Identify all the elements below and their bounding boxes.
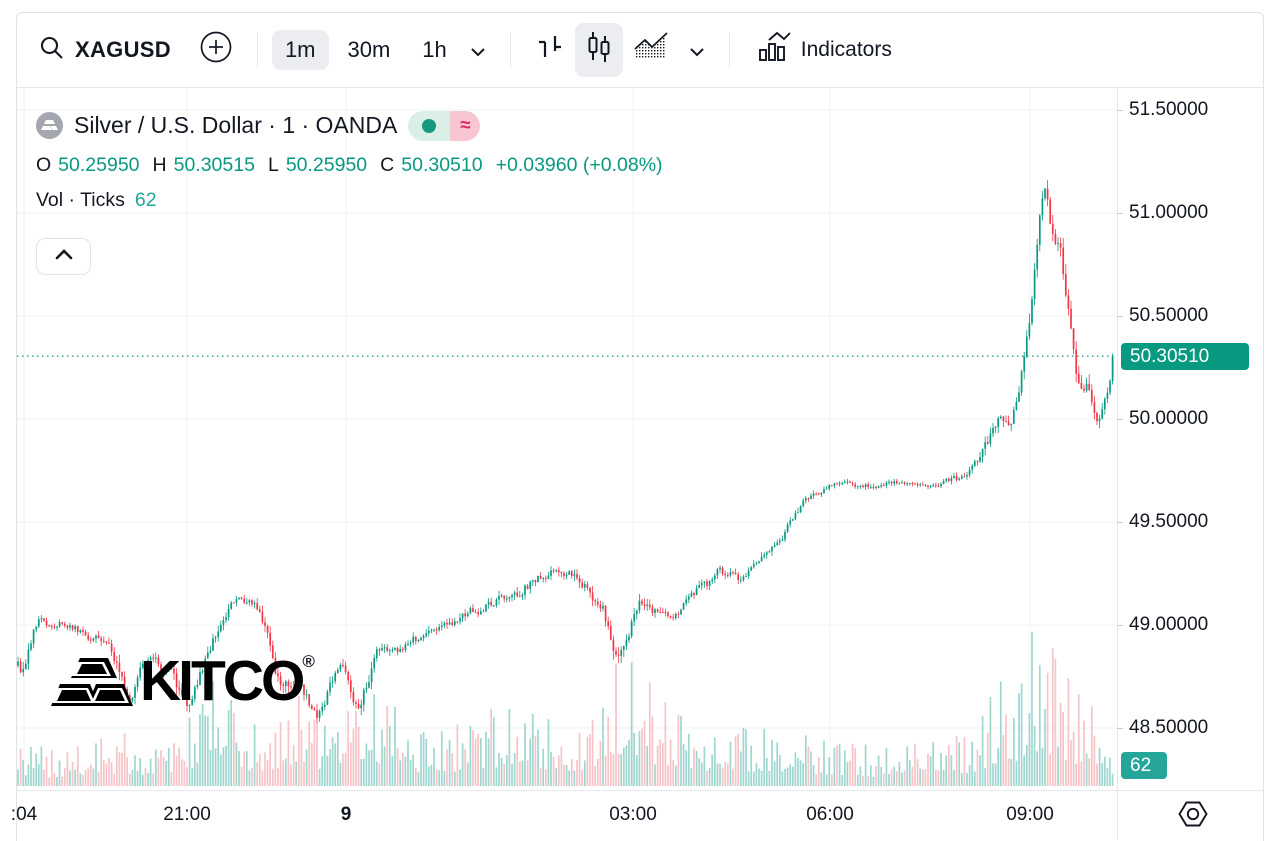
interval-button-1m[interactable]: 1m xyxy=(271,30,329,70)
style-bars-button[interactable] xyxy=(525,24,575,76)
volume-value: 62 xyxy=(134,189,157,211)
registered-mark: ® xyxy=(302,652,315,671)
price-axis-label: 49.00000 xyxy=(1129,614,1209,635)
price-axis-label: 48.50000 xyxy=(1129,717,1209,738)
high-label: H xyxy=(152,154,167,176)
volume-ticks-badge: 62 xyxy=(1121,752,1167,779)
toolbar-divider xyxy=(256,32,258,68)
price-axis-label: 51.50000 xyxy=(1129,99,1209,120)
indicators-button[interactable]: Indicators xyxy=(744,24,905,76)
candlestick-chart[interactable] xyxy=(17,88,1117,790)
interval-button-30m[interactable]: 30m xyxy=(335,30,404,70)
close-label: C xyxy=(380,154,395,176)
plus-circle-icon xyxy=(199,30,233,70)
price-axis-label: 50.00000 xyxy=(1129,408,1209,429)
price-axis-tick xyxy=(1117,728,1123,729)
close-value: 50.30510 xyxy=(401,154,483,176)
chevron-down-icon xyxy=(470,37,486,63)
area-chart-icon xyxy=(633,32,669,68)
kitco-ingots-icon xyxy=(46,650,136,717)
time-axis-label: 21:00 xyxy=(163,804,211,825)
time-axis-label: 06:00 xyxy=(806,804,854,825)
chevron-up-icon xyxy=(53,248,75,266)
time-axis-divider xyxy=(17,790,1263,791)
style-menu-button[interactable] xyxy=(679,30,715,70)
volume-row: Vol · Ticks 62 xyxy=(36,189,663,212)
open-value: 50.25950 xyxy=(58,154,140,176)
chart-settings-button[interactable] xyxy=(1175,800,1211,832)
symbol-search-button[interactable]: XAGUSD xyxy=(38,34,171,66)
kitco-logo-text: KITCO xyxy=(140,649,305,713)
collapse-legend-button[interactable] xyxy=(36,238,91,275)
price-axis-divider xyxy=(1117,88,1118,840)
open-label: O xyxy=(36,154,52,176)
price-axis-label: 49.50000 xyxy=(1129,511,1209,532)
price-axis[interactable] xyxy=(1117,88,1263,790)
compare-add-button[interactable] xyxy=(189,23,243,77)
high-value: 50.30515 xyxy=(173,154,255,176)
search-icon xyxy=(38,34,65,66)
low-value: 50.25950 xyxy=(285,154,368,176)
interval-button-1h[interactable]: 1h xyxy=(409,30,459,70)
price-axis-tick xyxy=(1117,213,1123,214)
style-area-button[interactable] xyxy=(623,25,679,75)
price-axis-tick xyxy=(1117,316,1123,317)
volume-label: Vol · Ticks xyxy=(36,189,125,211)
toolbar-divider xyxy=(728,32,730,68)
approx-data-icon: ≈ xyxy=(450,110,481,141)
time-axis-label: 9 xyxy=(340,804,352,825)
kitco-watermark: KITCO ® xyxy=(46,650,315,717)
toolbar: XAGUSD 1m 30m 1h xyxy=(17,13,1263,88)
time-axis-label: 09:00 xyxy=(1006,804,1054,825)
time-axis-label: :04 xyxy=(10,804,38,825)
low-label: L xyxy=(267,154,279,176)
legend: Silver / U.S. Dollar · 1 · OANDA ≈ O 50.2… xyxy=(36,110,663,212)
price-axis-label: 50.50000 xyxy=(1129,305,1209,326)
indicators-label: Indicators xyxy=(800,38,892,61)
price-axis-tick xyxy=(1117,110,1123,111)
price-axis-tick xyxy=(1117,419,1123,420)
ohlc-row: O 50.25950 H 50.30515 L 50.25950 C 50.30510 … xyxy=(36,154,663,177)
change-value: +0.03960 (+0.08%) xyxy=(495,154,663,176)
style-candles-button[interactable] xyxy=(574,23,623,77)
indicators-icon xyxy=(757,31,791,69)
interval-menu-button[interactable] xyxy=(460,30,496,70)
price-axis-tick xyxy=(1117,625,1123,626)
price-axis-tick xyxy=(1117,522,1123,523)
toolbar-divider xyxy=(509,32,511,68)
market-open-dot-icon xyxy=(408,110,451,141)
legend-title[interactable]: Silver / U.S. Dollar · 1 · OANDA xyxy=(74,112,398,138)
hexagon-settings-icon xyxy=(1177,800,1209,833)
market-status-toggle[interactable]: ≈ xyxy=(408,110,481,141)
price-axis-label: 51.00000 xyxy=(1129,202,1209,223)
time-axis-label: 03:00 xyxy=(609,804,657,825)
symbol-name: XAGUSD xyxy=(75,37,171,62)
chevron-down-icon xyxy=(689,37,705,63)
candles-icon xyxy=(585,30,613,70)
last-price-badge: 50.30510 xyxy=(1121,343,1249,370)
ohlc-bars-icon xyxy=(535,31,565,69)
symbol-logo-icon xyxy=(36,112,63,139)
